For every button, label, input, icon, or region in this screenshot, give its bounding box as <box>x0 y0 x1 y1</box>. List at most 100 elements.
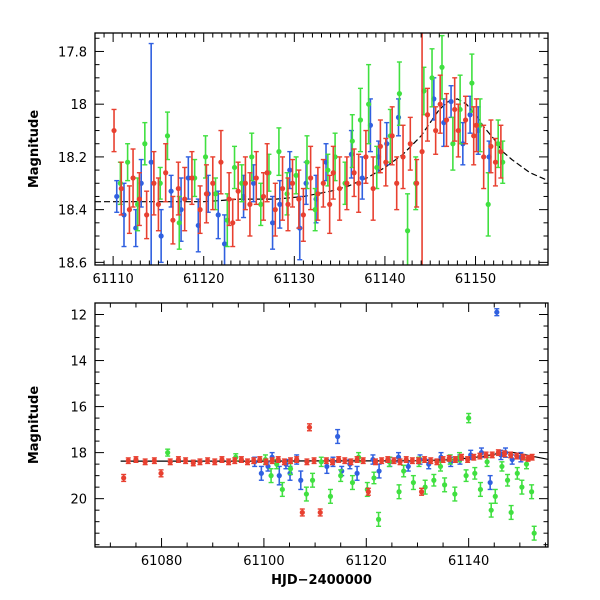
data-point <box>394 156 400 211</box>
point-marker <box>410 479 416 486</box>
point-marker <box>330 170 336 176</box>
top-panel: 61110 61120 61130 61140 61150 17.8 18 18.2 18.4 1… <box>27 32 549 287</box>
point-marker <box>418 489 425 495</box>
data-point <box>440 456 446 463</box>
point-marker <box>483 452 489 458</box>
data-point <box>253 150 259 206</box>
point-marker <box>258 470 264 476</box>
point-marker <box>298 477 304 483</box>
point-marker <box>391 458 397 464</box>
point-marker <box>225 459 232 465</box>
point-marker <box>185 175 191 181</box>
point-marker <box>365 489 371 495</box>
data-point <box>230 198 236 248</box>
plot-area <box>120 308 548 541</box>
data-point <box>294 456 300 463</box>
data-point <box>477 452 483 460</box>
point-marker <box>372 459 379 465</box>
point-marker <box>287 167 293 173</box>
point-marker <box>376 468 382 474</box>
point-marker <box>296 196 302 202</box>
point-marker <box>471 133 477 139</box>
data-point <box>384 121 390 166</box>
data-point <box>315 166 321 221</box>
point-marker <box>484 459 490 465</box>
point-marker <box>175 185 181 192</box>
point-marker <box>359 175 365 181</box>
data-point <box>371 471 377 485</box>
point-marker <box>272 207 278 213</box>
point-marker <box>232 458 238 464</box>
point-marker <box>238 456 244 463</box>
point-marker <box>205 458 211 464</box>
point-marker <box>354 456 360 463</box>
data-point <box>258 465 264 481</box>
data-point <box>469 53 475 113</box>
data-point <box>349 114 355 169</box>
data-point <box>303 161 309 206</box>
data-point <box>508 504 514 521</box>
data-point <box>414 158 420 208</box>
point-marker <box>276 149 282 155</box>
point-marker <box>250 180 257 186</box>
point-marker <box>401 468 407 474</box>
point-marker <box>168 188 174 194</box>
y-tick-label: 12 <box>70 309 87 324</box>
series-0 <box>114 42 492 265</box>
data-point <box>175 456 182 463</box>
point-marker <box>394 180 400 186</box>
point-marker <box>335 433 341 440</box>
data-point <box>118 161 124 216</box>
data-point <box>356 153 362 213</box>
data-point <box>370 156 376 221</box>
point-marker <box>519 484 525 490</box>
data-point <box>487 474 493 491</box>
data-point <box>424 87 431 142</box>
data-point <box>218 129 224 195</box>
point-marker <box>371 475 377 481</box>
data-point <box>164 111 171 161</box>
point-marker <box>202 154 209 160</box>
data-point <box>242 156 248 211</box>
data-point <box>344 156 350 211</box>
data-point <box>133 456 139 463</box>
data-point <box>309 472 316 488</box>
point-marker <box>455 127 461 134</box>
data-point <box>498 124 504 179</box>
point-marker <box>396 489 402 495</box>
point-marker <box>235 188 241 194</box>
point-marker <box>514 453 520 459</box>
point-marker <box>210 180 216 186</box>
point-marker <box>437 101 443 107</box>
data-point <box>130 148 136 208</box>
data-point <box>489 451 495 459</box>
data-point <box>226 172 232 227</box>
point-marker <box>501 451 508 457</box>
point-marker <box>151 458 157 464</box>
x-tick-label: 61130 <box>274 272 315 287</box>
data-point <box>168 174 174 208</box>
point-marker <box>189 175 195 181</box>
point-marker <box>221 241 228 247</box>
point-marker <box>175 456 182 463</box>
data-point <box>125 457 131 465</box>
point-marker <box>389 133 395 139</box>
point-marker <box>366 101 372 107</box>
data-point <box>125 143 131 182</box>
data-point <box>257 456 263 463</box>
data-point <box>446 454 452 462</box>
data-point <box>272 182 278 237</box>
data-point <box>183 457 189 465</box>
data-point <box>111 108 117 153</box>
point-marker <box>276 473 282 479</box>
point-marker <box>300 212 306 218</box>
data-point <box>277 179 283 229</box>
data-point <box>251 457 257 465</box>
point-marker <box>409 458 415 464</box>
data-point <box>167 458 173 466</box>
data-point <box>360 457 366 465</box>
point-marker <box>463 473 469 479</box>
point-marker <box>114 193 120 200</box>
point-marker <box>144 212 150 218</box>
